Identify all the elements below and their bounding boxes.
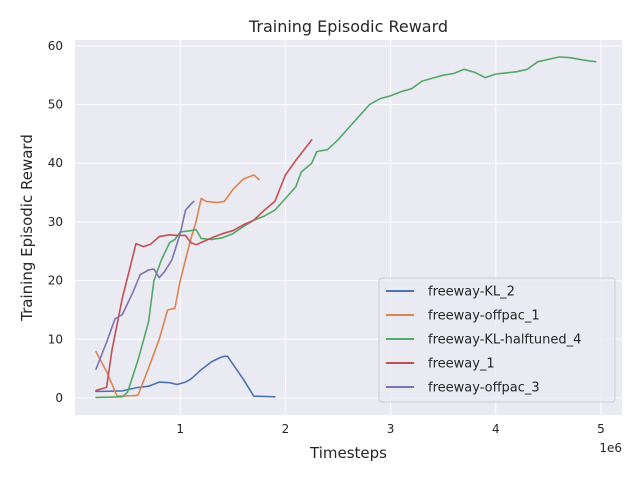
y-tick-label: 0 [55, 391, 63, 405]
legend-label: freeway-KL-halftuned_4 [428, 333, 581, 348]
legend-label: freeway_1 [428, 357, 495, 372]
x-tick-label: 1 [176, 422, 184, 436]
x-axis-offset-label: 1e6 [599, 441, 622, 455]
y-tick-label: 10 [48, 332, 63, 346]
y-tick-label: 20 [48, 274, 63, 288]
y-tick-label: 50 [48, 98, 63, 112]
y-tick-label: 40 [48, 156, 63, 170]
legend-label: freeway-offpac_1 [428, 309, 540, 324]
legend-frame [378, 277, 616, 403]
legend: freeway-KL_2 freeway-offpac_1 freeway-KL-h… [378, 277, 616, 403]
y-tick-label: 30 [48, 215, 63, 229]
x-axis-title: Timesteps [309, 444, 387, 462]
legend-entries: freeway-KL_2 freeway-offpac_1 freeway-KL-h… [386, 285, 581, 396]
chart-title: Training Episodic Reward [248, 17, 448, 36]
x-tick-label: 5 [597, 422, 605, 436]
series-line-1 [95, 355, 276, 398]
x-tick-label: 2 [282, 422, 290, 436]
legend-label: freeway-KL_2 [428, 285, 515, 300]
series-line-2 [95, 174, 260, 398]
y-tick-label: 60 [48, 39, 63, 53]
legend-label: freeway-offpac_3 [428, 381, 540, 396]
series-lines [95, 56, 597, 399]
x-tick-label: 3 [387, 422, 395, 436]
y-axis-title: Training Episodic Reward [18, 134, 36, 322]
y-tick-labels: 0 10 20 30 40 50 60 [48, 39, 63, 405]
x-tick-labels: 1 2 3 4 5 [176, 422, 604, 436]
x-tick-label: 4 [492, 422, 500, 436]
series-line-5 [95, 200, 195, 371]
series-line-4 [95, 139, 313, 392]
grid-lines [75, 40, 622, 415]
